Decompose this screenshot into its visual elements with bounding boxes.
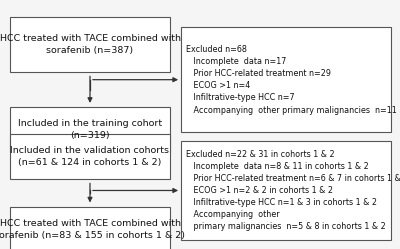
FancyBboxPatch shape [10, 207, 170, 249]
FancyBboxPatch shape [181, 27, 391, 132]
FancyBboxPatch shape [181, 141, 391, 240]
Text: Excluded n=68
   Incomplete  data n=17
   Prior HCC-related treatment n=29
   EC: Excluded n=68 Incomplete data n=17 Prior… [186, 45, 396, 115]
FancyBboxPatch shape [10, 17, 170, 72]
Text: Included in the training cohort
(n=319): Included in the training cohort (n=319) [18, 119, 162, 140]
FancyBboxPatch shape [10, 134, 170, 179]
Text: Included in the validation cohorts
(n=61 & 124 in cohorts 1 & 2): Included in the validation cohorts (n=61… [10, 146, 170, 167]
Text: HCC treated with TACE combined with
sorafenib (n=387): HCC treated with TACE combined with sora… [0, 34, 180, 55]
Text: Excluded n=22 & 31 in cohorts 1 & 2
   Incomplete  data n=8 & 11 in cohorts 1 & : Excluded n=22 & 31 in cohorts 1 & 2 Inco… [186, 150, 400, 231]
Text: HCC treated with TACE combined with
sorafenib (n=83 & 155 in cohorts 1 & 2): HCC treated with TACE combined with sora… [0, 219, 186, 240]
FancyBboxPatch shape [10, 107, 170, 152]
